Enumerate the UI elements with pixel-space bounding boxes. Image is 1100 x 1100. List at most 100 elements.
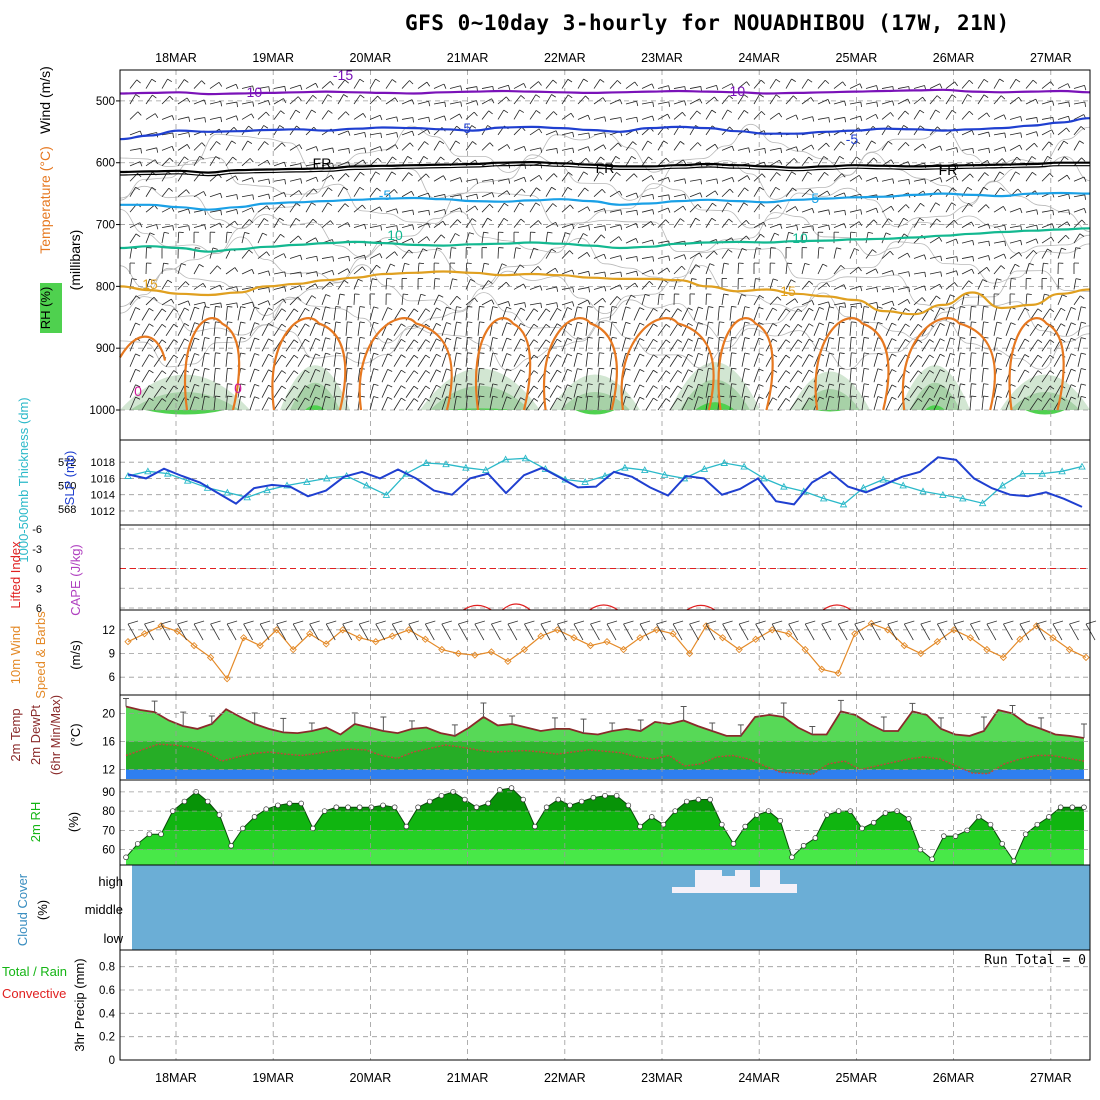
wind-barb-flag	[744, 306, 750, 309]
wind-barb	[529, 248, 534, 259]
wind-barb	[449, 278, 453, 290]
wind-barb	[945, 219, 955, 228]
wind-barb-flag	[234, 267, 239, 272]
wind-barb	[1017, 397, 1026, 411]
wind-barb	[369, 146, 381, 151]
wind-barb-flag	[484, 262, 490, 265]
rh-tick-label: 90	[102, 787, 115, 799]
wind-barb-flag	[951, 94, 957, 98]
wind-barb-flag	[377, 157, 382, 163]
contour-label-blue: -5	[846, 131, 859, 147]
wind-barb-flag	[424, 141, 429, 145]
wind-barb	[705, 109, 713, 120]
wind-barb	[1057, 140, 1065, 151]
wind-barb-flag	[315, 384, 321, 388]
wind-barb-flag	[227, 383, 233, 385]
wind-barb	[497, 144, 508, 151]
wind-barb-flag	[135, 307, 141, 310]
wind-barb-flag	[455, 233, 460, 237]
wind-barb-flag	[404, 262, 410, 265]
wind-barb-flag	[540, 147, 543, 153]
wind-barb	[897, 308, 906, 321]
wind-barb	[885, 338, 893, 352]
wind-barb	[817, 247, 820, 259]
wind-barb	[1005, 353, 1012, 367]
wind-barb	[129, 247, 133, 259]
wind-barb	[861, 352, 865, 367]
wind-barb-flag	[491, 299, 495, 305]
wind-barb-flag	[567, 396, 573, 400]
wind-barb-flag	[446, 322, 452, 325]
wind-barb	[145, 78, 153, 89]
wind-barb	[897, 323, 906, 337]
wind-barb-flag	[960, 337, 966, 339]
wind-barb-flag	[960, 321, 966, 324]
wind-barb-flag	[364, 224, 367, 230]
wind-barb-flag	[231, 140, 237, 144]
wind-barb	[285, 370, 295, 383]
wind-barb	[741, 368, 746, 383]
rh-marker	[824, 812, 830, 818]
wind-barb	[141, 308, 150, 321]
lifted-index-bump	[822, 604, 852, 611]
wind-barb	[1041, 385, 1051, 398]
wind-barb	[333, 337, 337, 352]
wind-barb-flag	[790, 279, 796, 283]
wind-barb-flag	[950, 368, 956, 371]
wind-barb-flag	[611, 306, 617, 308]
wind-barb	[465, 218, 473, 228]
wind-barb	[401, 130, 413, 136]
wind-barb-flag	[521, 188, 526, 193]
wind-barb-flag	[653, 308, 658, 312]
wind-barb-flag	[312, 95, 317, 99]
wind10-barb-flag	[656, 620, 667, 625]
wind-barbs-upper	[129, 78, 1087, 411]
wind-barb	[1041, 173, 1050, 182]
rh-marker	[543, 804, 550, 810]
wind10-barb	[672, 623, 683, 641]
wind-barb-flag	[727, 249, 733, 253]
wind-barb	[729, 352, 732, 367]
wind-barb	[897, 286, 909, 290]
wind-barb	[321, 294, 327, 306]
wind-barb	[417, 354, 427, 367]
wind-barb-flag	[950, 322, 956, 325]
wind-barb-flag	[171, 298, 175, 304]
wind-barb-flag	[665, 370, 671, 375]
wind-barb	[625, 192, 637, 198]
wind-barb	[705, 321, 709, 336]
wind10-barb-flag	[639, 620, 651, 625]
wind-barb	[529, 285, 541, 290]
wind-barb-flag	[284, 286, 287, 292]
wind-barb-flag	[587, 299, 591, 305]
wind-barb	[393, 385, 402, 398]
wind-barb-flag	[373, 321, 379, 325]
wind-barb	[657, 324, 667, 337]
wind-barb	[1009, 207, 1021, 213]
wind-barb-flag	[699, 252, 703, 258]
wind-barb-flag	[808, 280, 814, 285]
wind-barb-flag	[293, 370, 299, 374]
rh-marker	[941, 833, 947, 839]
wind-barb-flag	[293, 308, 299, 313]
wind-barb-flag	[698, 353, 704, 356]
wind-barb	[353, 187, 361, 197]
wind-barb-flag	[890, 206, 895, 211]
wind-barb	[357, 321, 361, 336]
wind10-barb-flag	[226, 620, 238, 625]
wind-barb-flag	[364, 147, 367, 153]
wind-barb	[529, 128, 540, 136]
wind10-barb-flag	[606, 620, 618, 625]
wind-barb	[785, 224, 797, 229]
wind-barb	[309, 338, 316, 352]
wind-barb	[273, 385, 283, 398]
wind-barb-flag	[569, 250, 574, 255]
wind-barb	[1073, 126, 1082, 136]
wind-barb-flag	[828, 117, 830, 123]
wind-barb	[849, 140, 857, 151]
wind-barb-flag	[444, 101, 446, 108]
wind-barb-flag	[440, 234, 446, 239]
wind-barb	[289, 178, 301, 182]
wind-barb	[753, 307, 760, 321]
wind-barb-flag	[1024, 385, 1030, 389]
